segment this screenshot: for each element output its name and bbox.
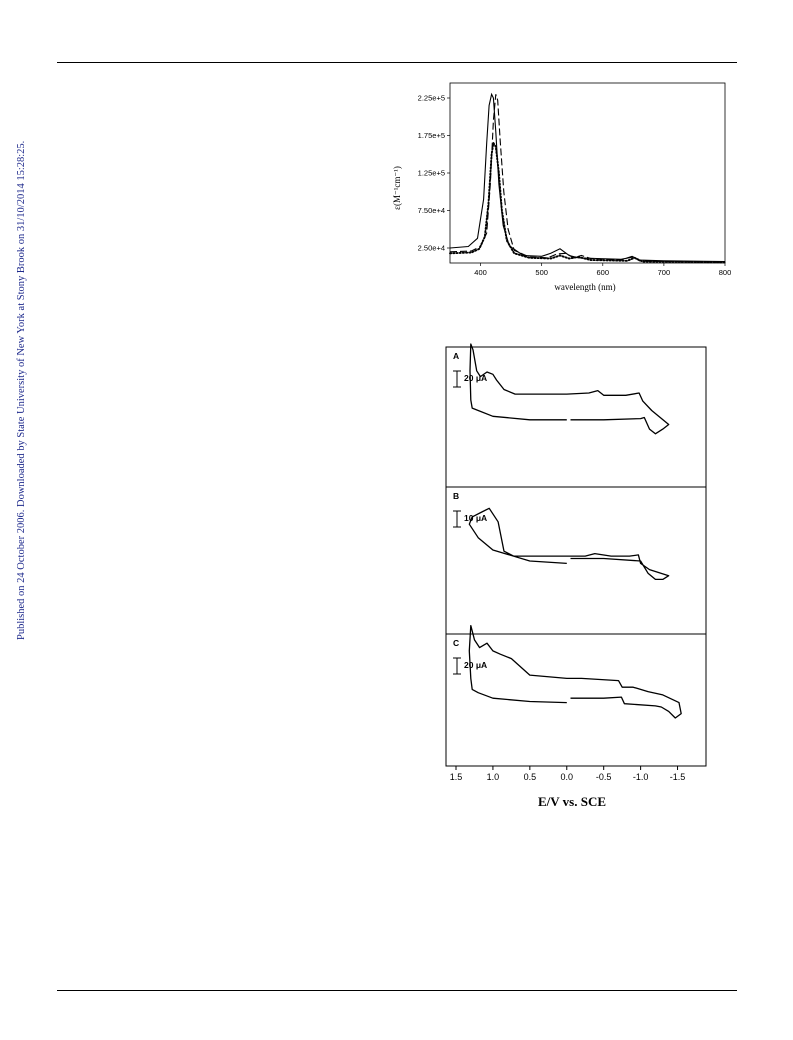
cv-scale-label: 20 μA bbox=[464, 373, 487, 383]
cv-panel-label: B bbox=[453, 491, 459, 501]
spectrum-y-tick-label: 7.50e+4 bbox=[418, 206, 445, 215]
spectrum-y-axis-label: ε(M⁻¹cm⁻¹) bbox=[392, 166, 402, 210]
cv-trace-A bbox=[469, 343, 670, 435]
cv-frame bbox=[445, 346, 707, 767]
cv-panel-frame-C bbox=[445, 633, 707, 767]
spectrum-y-tick-label: 1.75e+5 bbox=[418, 131, 445, 140]
spectrum-series-line-1 bbox=[449, 92, 726, 263]
spectrum-x-tick-label: 600 bbox=[597, 268, 610, 277]
cv-x-tick-label: 1.5 bbox=[450, 772, 463, 782]
spectrum-y-tick-label: 2.50e+4 bbox=[418, 244, 445, 253]
cyclic-voltammogram-chart: A 20 μA B 10 μA C 20 μA 1.5 1.0 0.5 0.0 -0.5 -1.0 -… bbox=[445, 343, 707, 809]
cv-x-tick-label: 0.5 bbox=[524, 772, 537, 782]
spectrum-x-axis-label: wavelength (nm) bbox=[554, 282, 615, 292]
cv-x-axis-label: E/V vs. SCE bbox=[538, 794, 606, 809]
cv-panel-frame-B bbox=[445, 486, 707, 635]
spectrum-series-line-2 bbox=[449, 94, 726, 263]
spectrum-x-tick-label: 700 bbox=[658, 268, 671, 277]
cv-x-tick-label: -1.0 bbox=[633, 772, 649, 782]
download-watermark-text[interactable]: Published on 24 October 2006. Downloaded… bbox=[16, 140, 27, 640]
spectrum-series-line-3 bbox=[449, 140, 726, 264]
header-rule bbox=[57, 62, 737, 63]
uv-vis-spectrum-chart: 400 500 600 700 800 2.50e+4 7.50e+4 1.25e+5 1.75… bbox=[392, 82, 732, 292]
cv-scale-label: 10 μA bbox=[464, 513, 487, 523]
cv-panels: A 20 μA B 10 μA C 20 μA bbox=[453, 343, 682, 719]
cv-trace-B bbox=[468, 507, 670, 581]
spectrum-x-tick-label: 400 bbox=[474, 268, 487, 277]
download-watermark: Published on 24 October 2006. Downloaded… bbox=[6, 0, 27, 1040]
cv-x-tick-label: -0.5 bbox=[596, 772, 612, 782]
cv-panel-label: A bbox=[453, 351, 459, 361]
cv-panel-label: C bbox=[453, 638, 459, 648]
spectrum-axes: 400 500 600 700 800 2.50e+4 7.50e+4 1.25e+5 1.75… bbox=[418, 82, 732, 277]
cv-panel-frame-A bbox=[445, 346, 707, 488]
cv-x-tick-label: -1.5 bbox=[670, 772, 686, 782]
spectrum-series bbox=[449, 92, 726, 264]
cv-x-tick-label: 0.0 bbox=[561, 772, 574, 782]
spectrum-y-tick-label: 1.25e+5 bbox=[418, 169, 445, 178]
spectrum-x-tick-label: 500 bbox=[535, 268, 548, 277]
spectrum-y-tick-label: 2.25e+5 bbox=[418, 94, 445, 103]
cv-x-axis: 1.5 1.0 0.5 0.0 -0.5 -1.0 -1.5 bbox=[450, 766, 686, 782]
cv-x-tick-label: 1.0 bbox=[487, 772, 500, 782]
footer-rule bbox=[57, 990, 737, 991]
cv-scale-label: 20 μA bbox=[464, 660, 487, 670]
cv-trace-C bbox=[468, 624, 682, 719]
spectrum-x-tick-label: 800 bbox=[719, 268, 732, 277]
